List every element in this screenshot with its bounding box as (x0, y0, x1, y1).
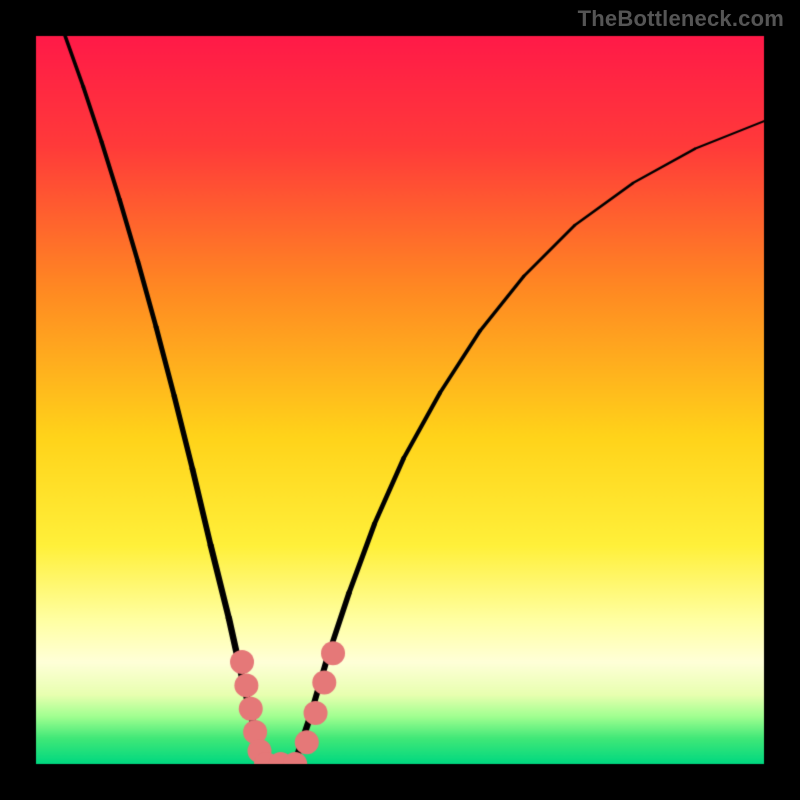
watermark-text: TheBottleneck.com (578, 6, 784, 32)
bottleneck-curve-chart (0, 0, 800, 800)
chart-container: TheBottleneck.com (0, 0, 800, 800)
